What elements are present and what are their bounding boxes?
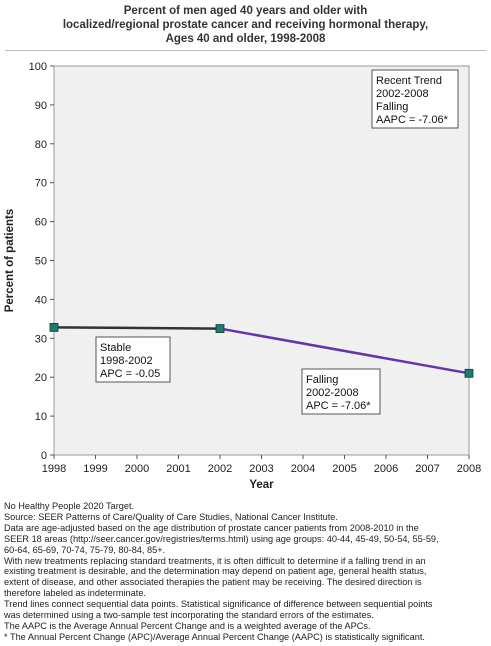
stable-segment-label-box — [95, 336, 171, 383]
footnote-line: therefore labeled as indeterminate. — [4, 588, 146, 599]
trend-segment-line — [53, 326, 221, 330]
x-tick-label: 2006 — [374, 463, 398, 475]
stable-segment-label-text: Stable — [100, 342, 131, 354]
footnote-line: With new treatments replacing standard t… — [4, 555, 426, 566]
y-tick-label: 0 — [41, 450, 47, 462]
y-tick-label: 80 — [35, 139, 47, 151]
x-tick-label: 2007 — [415, 463, 439, 475]
y-tick-label: 30 — [35, 333, 47, 345]
footnotes: No Healthy People 2020 Target. Source: S… — [4, 501, 490, 643]
x-tick-label: 2002 — [208, 463, 232, 475]
line-chart: 0 10 20 30 40 50 60 70 80 90 100 1998 1999 2000 2001 20… — [4, 61, 481, 491]
x-tick-label: 2005 — [332, 463, 356, 475]
stable-segment-label-text: 1998-2002 — [100, 355, 153, 367]
footnote-line: extent of disease, and other associated … — [4, 577, 422, 588]
x-tick-label: 2003 — [249, 463, 273, 475]
falling-segment-label-box — [301, 368, 381, 415]
x-tick-label: 2000 — [125, 463, 149, 475]
footnote-line: Data are age-adjusted based on the age d… — [4, 522, 419, 533]
title-divider — [5, 50, 486, 51]
footnote-line: No Healthy People 2020 Target. — [4, 501, 135, 511]
footnote-line: Trend lines connect sequential data poin… — [4, 599, 433, 610]
recent-trend-text: Falling — [376, 101, 408, 113]
y-tick-label: 100 — [29, 61, 47, 73]
x-axis-title: Year — [249, 479, 274, 491]
recent-trend-text: AAPC = -7.06* — [376, 114, 449, 126]
footnote-line: 60-64, 65-69, 70-74, 75-79, 80-84, 85+. — [4, 544, 166, 555]
y-tick-label: 90 — [35, 100, 47, 112]
falling-segment-label-text: APC = -7.06* — [306, 400, 371, 412]
recent-trend-box — [371, 69, 459, 129]
footnote-line: The AAPC is the Average Annual Percent C… — [4, 620, 371, 631]
y-tick-label: 20 — [35, 372, 47, 384]
y-tick-label: 40 — [35, 294, 47, 306]
y-axis-title: Percent of patients — [4, 209, 16, 313]
y-tick-label: 70 — [35, 178, 47, 190]
footnote-line: was determined using a two-sample test i… — [4, 610, 374, 621]
stable-segment-label-text: APC = -0.05 — [100, 368, 160, 380]
chart-title-line: localized/regional prostate cancer and r… — [62, 19, 429, 31]
data-point-marker — [464, 368, 474, 378]
chart-title-line: Percent of men aged 40 years and older w… — [123, 5, 368, 17]
chart-title: Percent of men aged 40 years and older w… — [0, 4, 491, 46]
x-tick-label: 2008 — [457, 463, 481, 475]
plot-area — [53, 65, 470, 456]
footnote-line: Source: SEER Patterns of Care/Quality of… — [4, 511, 338, 522]
y-tick-label: 50 — [35, 256, 47, 268]
x-tick-label: 1998 — [42, 463, 66, 475]
x-tick-label: 2001 — [166, 463, 190, 475]
footnote-line: SEER 18 areas (http://seer.cancer.gov/re… — [4, 533, 439, 544]
chart-title-line: Ages 40 and older, 1998-2008 — [165, 33, 326, 45]
recent-trend-text: Recent Trend — [376, 75, 442, 87]
y-tick-label: 10 — [35, 411, 47, 423]
data-point-marker — [215, 324, 225, 333]
trend-segment-line — [219, 327, 470, 375]
x-tick-label: 1999 — [83, 463, 107, 475]
y-tick-label: 60 — [35, 217, 47, 229]
recent-trend-text: 2002-2008 — [376, 88, 429, 100]
falling-segment-label-text: Falling — [306, 374, 338, 386]
footnote-line: existing treatment is desirable, and the… — [4, 566, 427, 577]
falling-segment-label-text: 2002-2008 — [306, 387, 359, 399]
footnote-line: * The Annual Percent Change (APC)/Averag… — [4, 631, 425, 642]
x-tick-label: 2004 — [291, 463, 315, 475]
data-point-marker — [49, 323, 59, 332]
